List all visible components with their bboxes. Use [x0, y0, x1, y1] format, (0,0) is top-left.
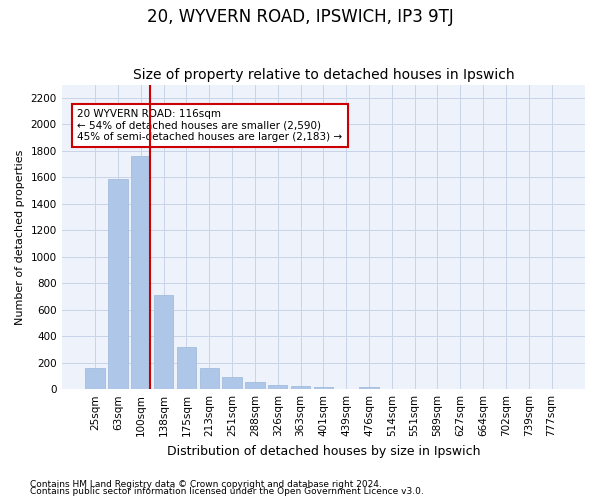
Bar — [85, 368, 105, 389]
Y-axis label: Number of detached properties: Number of detached properties — [15, 149, 25, 324]
Bar — [268, 384, 287, 389]
Text: Contains public sector information licensed under the Open Government Licence v3: Contains public sector information licen… — [30, 487, 424, 496]
Bar — [291, 386, 310, 389]
Bar — [200, 368, 219, 389]
Bar — [223, 378, 242, 389]
Bar — [108, 178, 128, 389]
Bar — [131, 156, 151, 389]
Bar — [177, 348, 196, 389]
Text: 20 WYVERN ROAD: 116sqm
← 54% of detached houses are smaller (2,590)
45% of semi-: 20 WYVERN ROAD: 116sqm ← 54% of detached… — [77, 109, 343, 142]
Title: Size of property relative to detached houses in Ipswich: Size of property relative to detached ho… — [133, 68, 514, 82]
Text: 20, WYVERN ROAD, IPSWICH, IP3 9TJ: 20, WYVERN ROAD, IPSWICH, IP3 9TJ — [146, 8, 454, 26]
Bar — [359, 386, 379, 389]
Bar — [314, 386, 333, 389]
Text: Contains HM Land Registry data © Crown copyright and database right 2024.: Contains HM Land Registry data © Crown c… — [30, 480, 382, 489]
Bar — [245, 382, 265, 389]
X-axis label: Distribution of detached houses by size in Ipswich: Distribution of detached houses by size … — [167, 444, 480, 458]
Bar — [154, 295, 173, 389]
